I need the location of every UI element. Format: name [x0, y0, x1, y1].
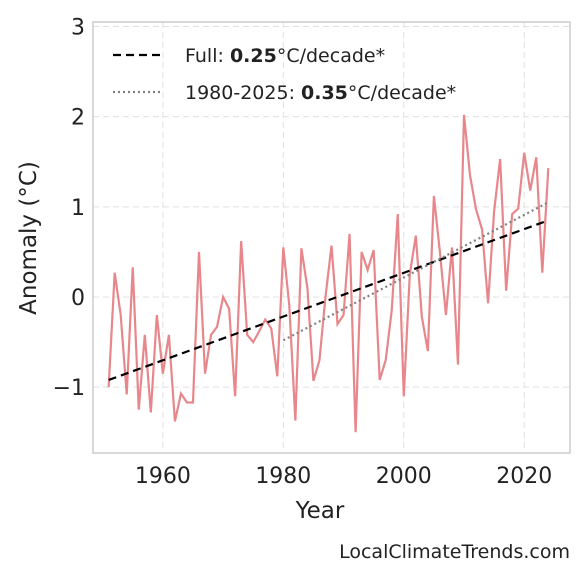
- legend-label: 1980-2025: 0.35°C/decade*: [185, 82, 456, 104]
- y-tick-label: 3: [71, 16, 85, 41]
- series-line: [107, 114, 550, 433]
- source: LocalClimateTrends.com: [339, 541, 570, 563]
- x-tick-label: 2000: [376, 464, 432, 489]
- y-tick-label: 0: [71, 286, 85, 311]
- y-tick-label: 2: [71, 106, 85, 131]
- y-tick-label: 1: [71, 196, 85, 221]
- x-tick-label: 1980: [255, 464, 311, 489]
- legend-label: Full: 0.25°C/decade*: [185, 45, 385, 67]
- y-tick-label: −1: [53, 376, 85, 401]
- series-line: [108, 219, 549, 381]
- plot-frame: [92, 21, 571, 454]
- x-tick-label: 1960: [135, 464, 191, 489]
- x-tick-label: 2020: [496, 464, 552, 489]
- x-axis-label: Year: [295, 498, 345, 524]
- y-axis-label: Anomaly (°C): [16, 161, 42, 315]
